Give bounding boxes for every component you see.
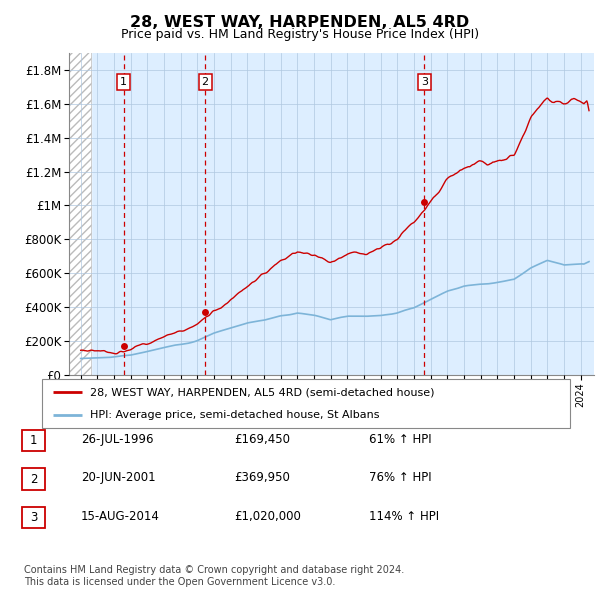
Text: 114% ↑ HPI: 114% ↑ HPI (369, 510, 439, 523)
Text: HPI: Average price, semi-detached house, St Albans: HPI: Average price, semi-detached house,… (89, 409, 379, 419)
Text: 28, WEST WAY, HARPENDEN, AL5 4RD (semi-detached house): 28, WEST WAY, HARPENDEN, AL5 4RD (semi-d… (89, 388, 434, 398)
Text: Contains HM Land Registry data © Crown copyright and database right 2024.
This d: Contains HM Land Registry data © Crown c… (24, 565, 404, 587)
Text: 2: 2 (202, 77, 209, 87)
FancyBboxPatch shape (22, 430, 45, 451)
Text: 20-JUN-2001: 20-JUN-2001 (81, 471, 155, 484)
Text: £1,020,000: £1,020,000 (234, 510, 301, 523)
Text: Price paid vs. HM Land Registry's House Price Index (HPI): Price paid vs. HM Land Registry's House … (121, 28, 479, 41)
Text: 28, WEST WAY, HARPENDEN, AL5 4RD: 28, WEST WAY, HARPENDEN, AL5 4RD (130, 15, 470, 30)
FancyBboxPatch shape (42, 379, 570, 428)
Text: 3: 3 (30, 511, 37, 524)
FancyBboxPatch shape (22, 468, 45, 490)
FancyBboxPatch shape (22, 507, 45, 528)
Text: 61% ↑ HPI: 61% ↑ HPI (369, 433, 431, 446)
Text: 26-JUL-1996: 26-JUL-1996 (81, 433, 154, 446)
Text: £169,450: £169,450 (234, 433, 290, 446)
Text: 1: 1 (30, 434, 37, 447)
Text: 2: 2 (30, 473, 37, 486)
Text: 1: 1 (120, 77, 127, 87)
Text: 15-AUG-2014: 15-AUG-2014 (81, 510, 160, 523)
Text: 3: 3 (421, 77, 428, 87)
Text: 76% ↑ HPI: 76% ↑ HPI (369, 471, 431, 484)
Text: £369,950: £369,950 (234, 471, 290, 484)
